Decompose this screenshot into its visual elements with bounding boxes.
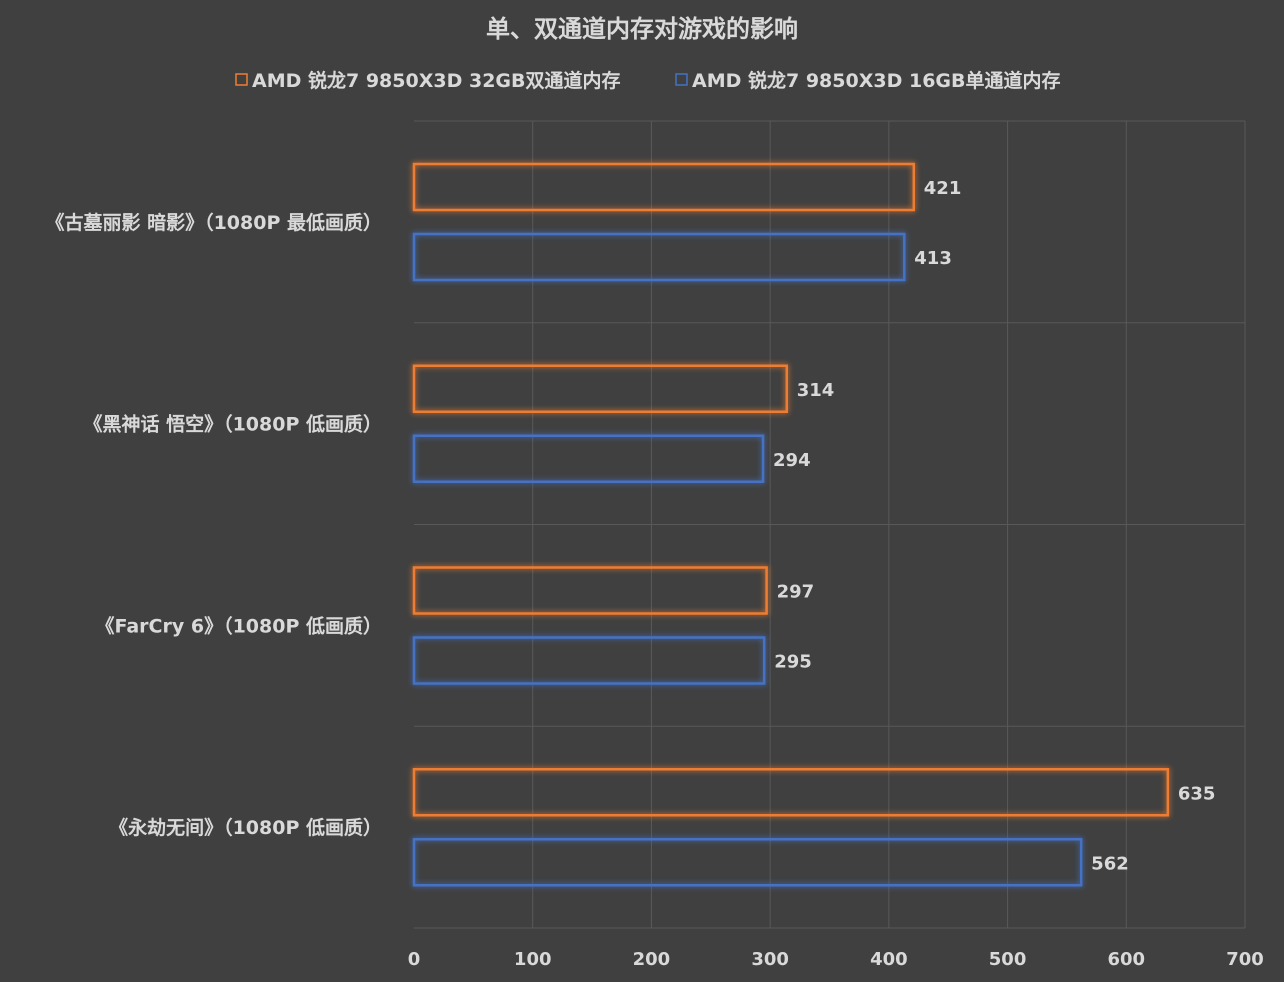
legend-label: AMD 锐龙7 9850X3D 16GB单通道内存	[692, 69, 1061, 92]
legend-swatch	[675, 73, 688, 86]
category-label: 《FarCry 6》（1080P 低画质）	[95, 614, 382, 637]
data-label: 297	[777, 582, 815, 603]
category-label: 《古墓丽影 暗影》（1080P 最低画质）	[45, 211, 382, 234]
data-label: 421	[924, 178, 962, 199]
bar	[412, 636, 766, 685]
bar	[412, 768, 1170, 817]
data-label: 314	[797, 380, 835, 401]
value-labels: 421 314 297 635 413 294 295 562	[773, 178, 1215, 874]
data-label: 413	[914, 248, 952, 269]
x-tick-label: 300	[751, 949, 789, 970]
grid-lines	[414, 120, 1246, 929]
bar	[412, 838, 1083, 887]
legend-swatch	[235, 73, 248, 86]
chart-title: 单、双通道内存对游戏的影响	[486, 15, 798, 43]
category-label: 《黑神话 悟空》（1080P 低画质）	[83, 413, 382, 436]
category-label: 《永劫无间》（1080P 低画质）	[109, 816, 382, 839]
legend: AMD 锐龙7 9850X3D 32GB双通道内存 AMD 锐龙7 9850X3D…	[235, 69, 1061, 92]
data-label: 295	[774, 652, 812, 673]
legend-label: AMD 锐龙7 9850X3D 32GB双通道内存	[252, 69, 621, 92]
data-label: 635	[1178, 783, 1216, 804]
bar	[412, 162, 916, 212]
x-tick-label: 200	[633, 949, 671, 970]
bar	[412, 232, 906, 282]
bar	[412, 364, 789, 413]
x-tick-label: 500	[989, 949, 1027, 970]
bar	[412, 566, 768, 615]
bar	[412, 434, 765, 483]
category-labels: 《古墓丽影 暗影》（1080P 最低画质） 《黑神话 悟空》（1080P 低画质）…	[45, 211, 382, 839]
x-tick-label: 700	[1226, 949, 1264, 970]
x-tick-label: 0	[408, 949, 421, 970]
data-label: 562	[1091, 853, 1129, 874]
x-tick-label: 400	[870, 949, 908, 970]
data-label: 294	[773, 450, 811, 471]
bars	[412, 162, 1170, 887]
x-tick-label: 600	[1107, 949, 1145, 970]
x-axis-ticks: 0 100 200 300 400 500 600 700	[408, 949, 1264, 970]
x-tick-label: 100	[514, 949, 552, 970]
